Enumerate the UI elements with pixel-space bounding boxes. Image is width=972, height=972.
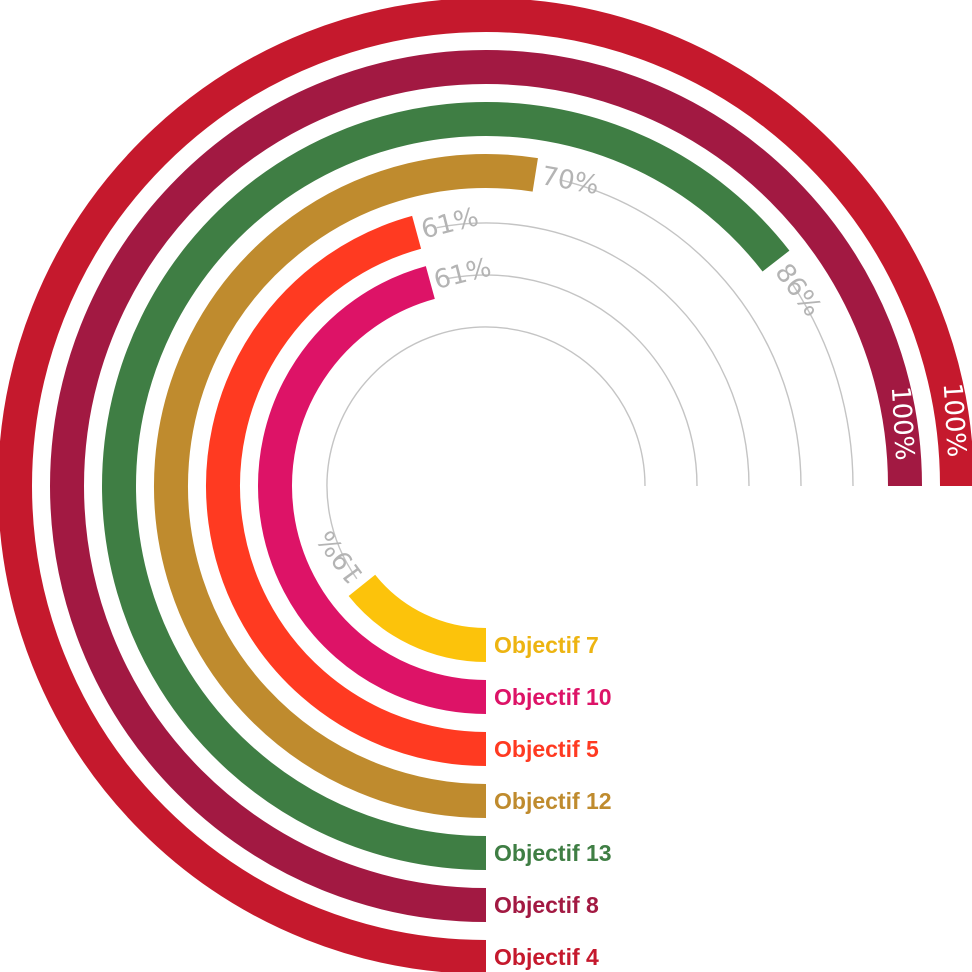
guide-arcs xyxy=(326,179,854,580)
bar-objectif-13 xyxy=(102,102,790,870)
series-label-objectif-7: Objectif 7 xyxy=(494,632,599,658)
series-label-objectif-10: Objectif 10 xyxy=(494,684,612,710)
guide-arc-objectif-7 xyxy=(326,326,646,580)
guide-arc-objectif-13 xyxy=(792,284,854,487)
series-label-objectif-13: Objectif 13 xyxy=(494,840,612,866)
value-label-objectif-7: 19% xyxy=(311,524,369,588)
series-label-objectif-8: Objectif 8 xyxy=(494,892,599,918)
series-label-objectif-5: Objectif 5 xyxy=(494,736,599,762)
value-label-objectif-13: 86% xyxy=(769,258,828,322)
series-labels: Objectif 7 Objectif 10 Objectif 5 Objectif … xyxy=(494,632,612,970)
value-label-objectif-5: 61% xyxy=(418,202,481,245)
value-label-objectif-10: 61% xyxy=(431,253,494,296)
guide-arc-objectif-5 xyxy=(436,222,750,487)
bar-objectif-12 xyxy=(154,154,538,818)
series-label-objectif-4: Objectif 4 xyxy=(494,944,599,970)
series-label-objectif-12: Objectif 12 xyxy=(494,788,612,814)
guide-arc-objectif-12 xyxy=(559,179,802,487)
bar-objectif-10 xyxy=(258,266,487,714)
value-label-objectif-8: 100% xyxy=(885,385,919,461)
value-label-objectif-4: 100% xyxy=(937,382,971,458)
value-label-objectif-12: 70% xyxy=(539,161,601,201)
bar-objectif-8 xyxy=(50,50,922,922)
bar-objectif-5 xyxy=(206,215,487,766)
bar-objectif-7 xyxy=(348,574,487,662)
guide-arc-objectif-10 xyxy=(446,274,698,487)
